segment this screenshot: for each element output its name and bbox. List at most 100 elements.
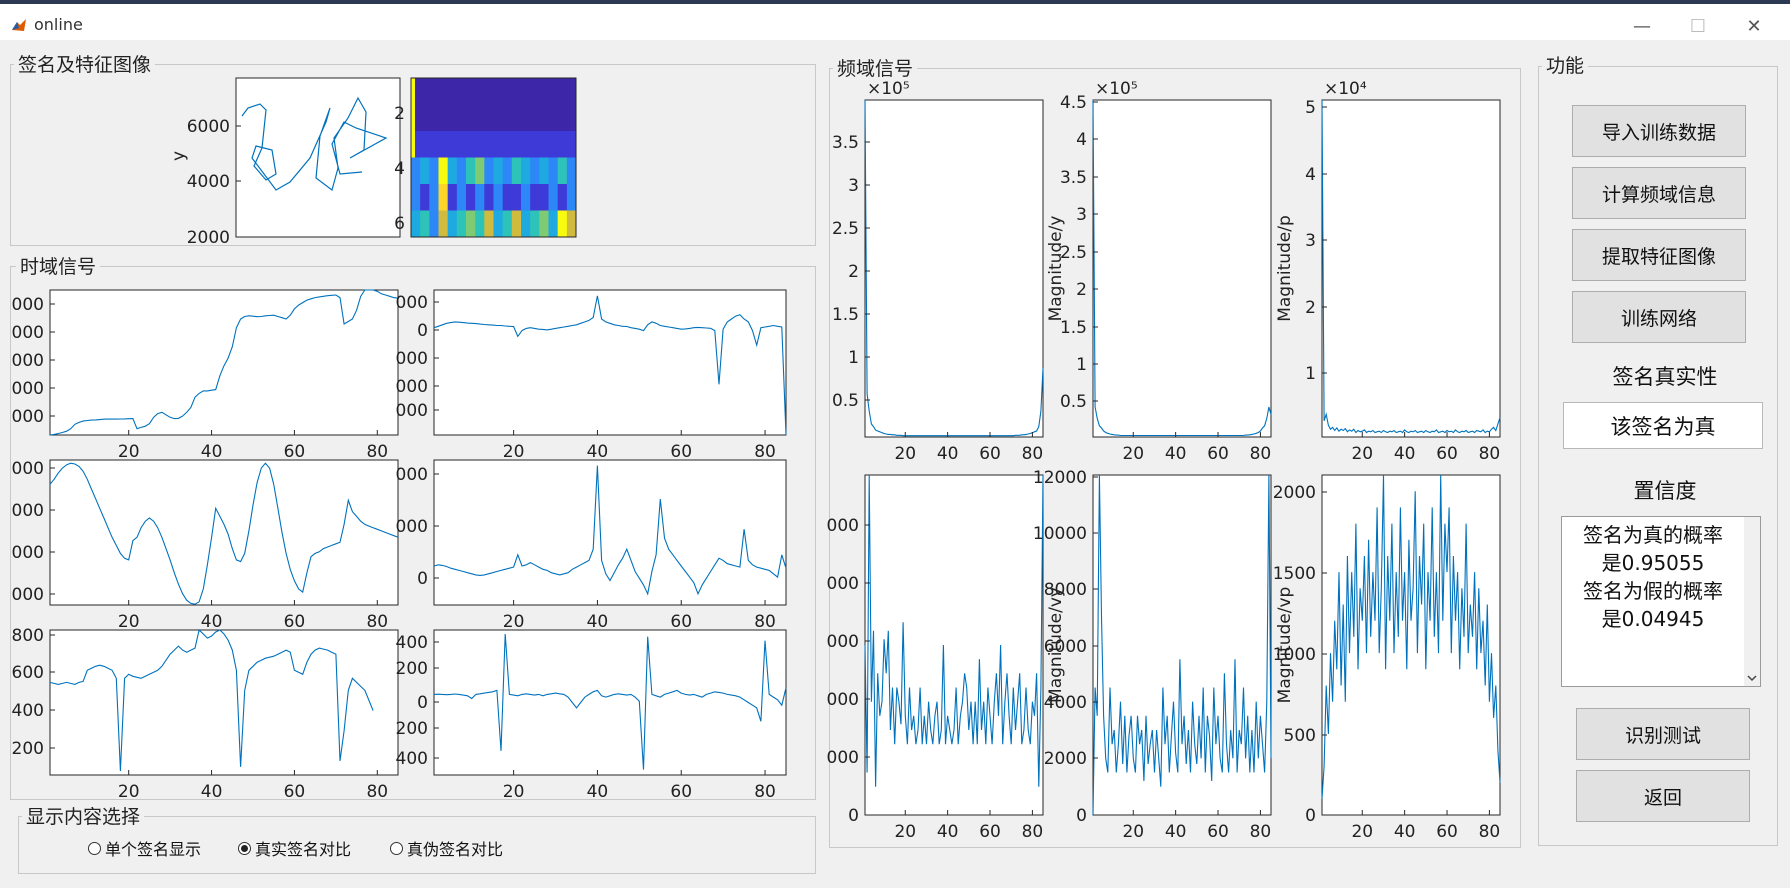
import-training-data-button[interactable]: 导入训练数据 <box>1572 105 1746 157</box>
y-tick-label: 6 <box>394 214 405 234</box>
axis-exponent-label: ×10⁵ <box>867 79 910 99</box>
x-tick-label: 60 <box>979 822 1001 842</box>
heatmap-cell <box>493 184 504 211</box>
heatmap-cell <box>411 157 421 185</box>
spectrum-line <box>864 99 1044 437</box>
radio-option[interactable]: 单个签名显示 <box>88 836 201 860</box>
axes-frame <box>49 289 399 436</box>
heatmap-cell <box>511 104 522 132</box>
x-tick-label: 80 <box>754 782 776 802</box>
heatmap-cell <box>456 184 467 211</box>
heatmap-cell <box>530 184 540 211</box>
heatmap-cell <box>511 184 522 211</box>
recognize-test-button[interactable]: 识别测试 <box>1576 708 1750 760</box>
axis-exponent-label: ×10⁴ <box>1324 79 1367 99</box>
display-select-title: 显示内容选择 <box>22 806 145 828</box>
y-tick-label: 2.5 <box>1060 243 1087 263</box>
time-series-line <box>49 628 374 772</box>
back-button[interactable]: 返回 <box>1576 770 1750 822</box>
extract-feature-button[interactable]: 提取特征图像 <box>1572 229 1746 281</box>
y-tick-label: 2 <box>1305 298 1316 318</box>
y-axis-label: Magnitude/vy <box>1046 587 1066 703</box>
y-tick-label: 000 <box>12 379 44 399</box>
y-axis-label: Magnitude/y <box>1046 216 1066 322</box>
radio-unselected-icon[interactable] <box>88 841 101 855</box>
authenticity-result-field: 该签名为真 <box>1563 402 1763 449</box>
heatmap-cell <box>511 157 522 185</box>
x-tick-label: 40 <box>587 442 609 462</box>
heatmap-cell <box>548 184 559 211</box>
x-tick-label: 80 <box>1022 822 1044 842</box>
radio-unselected-icon[interactable] <box>390 841 403 855</box>
radio-option[interactable]: 真实签名对比 <box>238 836 351 860</box>
y-tick-label: 6000 <box>187 117 230 137</box>
x-tick-label: 40 <box>1165 444 1187 464</box>
y-tick-label: 3.5 <box>832 133 859 153</box>
maximize-icon[interactable]: ☐ <box>1689 15 1707 37</box>
y-tick-label: 600 <box>12 663 44 683</box>
heatmap-cell <box>502 131 513 158</box>
spectrum-line <box>1321 474 1501 799</box>
axis-exponent-label: ×10⁵ <box>1095 79 1138 99</box>
axes-frame <box>433 289 787 436</box>
y-tick-label: 000 <box>396 349 428 369</box>
time-series-line <box>49 462 399 605</box>
y-axis-label: Magnitude/p <box>1275 215 1295 322</box>
heatmap-cell <box>484 184 494 211</box>
radio-option[interactable]: 真伪签名对比 <box>390 836 503 860</box>
axes-frame <box>1092 474 1272 816</box>
y-tick-label: 2000 <box>187 228 230 248</box>
heatmap-cell <box>548 157 559 185</box>
heatmap-cell <box>438 78 449 105</box>
y-tick-label: 000 <box>827 690 859 710</box>
y-tick-label: 000 <box>396 377 428 397</box>
y-tick-label: 000 <box>12 585 44 605</box>
signature-path <box>241 96 388 192</box>
y-tick-label: 4 <box>1076 130 1087 150</box>
axes-frame <box>433 629 787 776</box>
y-tick-label: 0 <box>417 569 428 589</box>
confidence-textarea[interactable]: 签名为真的概率 是0.95055 签名为假的概率 是0.04945 <box>1561 516 1761 687</box>
heatmap-cell <box>548 78 559 105</box>
close-icon[interactable]: ✕ <box>1746 15 1762 37</box>
y-tick-label: 4000 <box>187 172 230 192</box>
textarea-scrollbar[interactable] <box>1744 517 1760 686</box>
heatmap-cell <box>420 184 430 211</box>
y-tick-label: 0 <box>848 806 859 826</box>
y-tick-label: 500 <box>1284 726 1316 746</box>
frequency-domain-chart: 20 40 60 80 4.5 4 3.5 3 2.5 2 1.5 1 0.5 ×10⁵ Magnitude… <box>1046 79 1272 464</box>
y-tick-label: 0 <box>417 321 428 341</box>
authenticity-label: 签名真实性 <box>1612 365 1718 389</box>
time-series-line <box>433 295 787 436</box>
radio-selected-icon[interactable] <box>238 841 251 855</box>
y-axis-label: Magnitude/vp <box>1275 587 1295 704</box>
y-tick-label: 1000 <box>1273 645 1316 665</box>
compute-frequency-button[interactable]: 计算频域信息 <box>1572 167 1746 219</box>
y-tick-label: 0.5 <box>832 391 859 411</box>
train-network-button[interactable]: 训练网络 <box>1572 291 1746 343</box>
y-tick-label: 000 <box>396 465 428 485</box>
heatmap-cell <box>521 104 531 132</box>
y-tick-label: 000 <box>12 501 44 521</box>
heatmap-cell <box>511 210 522 238</box>
x-tick-label: 60 <box>979 444 1001 464</box>
heatmap-cell <box>438 210 449 238</box>
heatmap-cell <box>530 157 540 185</box>
heatmap-cell <box>438 131 449 158</box>
time-domain-chart: 20 40 60 80 000 000 000 000 <box>12 459 399 632</box>
heatmap-cell <box>530 131 540 158</box>
x-tick-label: 20 <box>503 612 525 632</box>
heatmap-cell <box>530 78 540 105</box>
x-tick-label: 20 <box>1122 444 1144 464</box>
y-tick-label: 800 <box>12 626 44 646</box>
x-tick-label: 80 <box>366 612 388 632</box>
axes-frame <box>433 459 787 606</box>
minimize-icon[interactable]: — <box>1633 15 1651 37</box>
y-tick-label: 000 <box>396 401 428 421</box>
heatmap-cell <box>502 78 513 105</box>
heatmap-cell <box>484 131 494 158</box>
heatmap-cell <box>521 184 531 211</box>
signature-trajectory-chart: 6000 4000 2000 y <box>169 77 401 248</box>
